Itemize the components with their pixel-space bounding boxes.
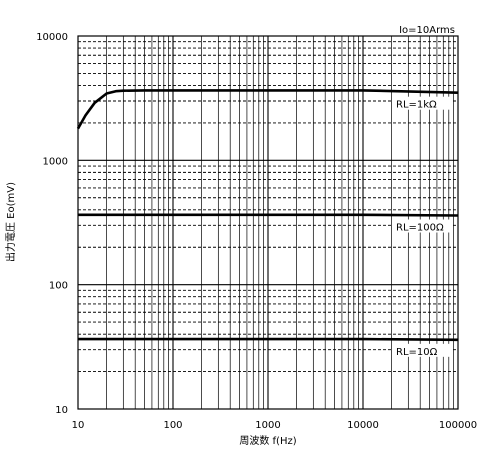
x-tick-label: 100000 xyxy=(439,420,477,431)
y-tick-label: 10 xyxy=(55,405,68,416)
x-tick-label: 100 xyxy=(163,420,182,431)
y-axis-label: 出力電圧 Eo(mV) xyxy=(4,182,17,262)
series-label-bg xyxy=(393,96,451,110)
series-label-bg xyxy=(393,219,451,233)
series-lines xyxy=(76,89,459,342)
x-tick-labels: 10 100 1000 10000 100000 xyxy=(72,420,477,431)
y-tick-label: 10000 xyxy=(36,32,68,43)
x-tick-label: 10000 xyxy=(347,420,379,431)
x-axis-label: 周波数 f(Hz) xyxy=(239,434,296,447)
x-tick-label: 1000 xyxy=(255,420,280,431)
grid xyxy=(78,36,458,409)
series-label-rl-1k: RL=1kΩ xyxy=(396,100,437,111)
series-label-bg xyxy=(393,343,451,357)
series-label-rl-100: RL=100Ω xyxy=(396,222,444,233)
series-line-rl-10 xyxy=(78,337,459,342)
series-line-rl-1k xyxy=(76,89,459,130)
annotation-current: Io=10Arms xyxy=(399,25,455,36)
y-tick-label: 1000 xyxy=(43,156,68,167)
y-tick-labels: 10 100 1000 10000 xyxy=(36,32,68,416)
series-line-rl-100 xyxy=(78,213,459,217)
x-tick-label: 10 xyxy=(72,420,85,431)
series-label-rl-10: RL=10Ω xyxy=(396,347,438,358)
y-tick-label: 100 xyxy=(49,281,68,292)
series-labels: RL=1kΩ RL=100Ω RL=10Ω xyxy=(393,96,451,358)
